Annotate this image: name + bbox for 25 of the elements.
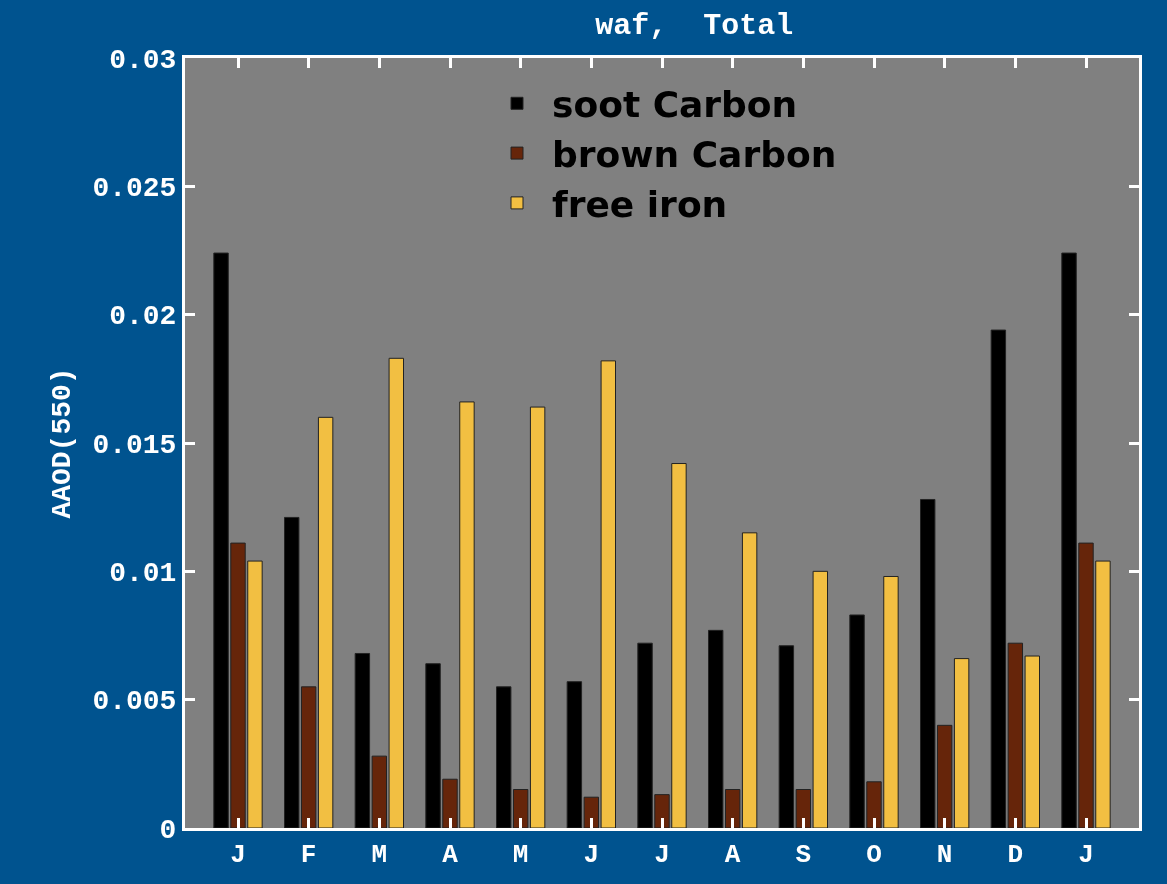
legend-label: free iron [552, 183, 728, 225]
chart-title: waf, Total [595, 9, 794, 44]
y-tick-label: 0 [159, 814, 177, 846]
x-tick-label: A [724, 840, 741, 871]
legend-label: soot Carbon [552, 84, 798, 126]
x-tick-label: M [512, 840, 529, 871]
y-tick-label: 0.015 [92, 429, 177, 461]
y-axis-title: AAOD(550) [47, 367, 79, 519]
y-tick-label: 0.025 [92, 173, 177, 205]
x-tick-label: M [371, 840, 388, 871]
x-tick-label: D [1007, 840, 1024, 871]
legend-label: brown Carbon [552, 134, 837, 176]
x-tick-label: J [230, 840, 246, 871]
x-tick-label: J [654, 840, 670, 871]
x-tick-label: O [866, 840, 882, 871]
x-tick-label: S [795, 840, 812, 871]
x-tick-label: N [936, 840, 953, 871]
x-tick-label: J [1078, 840, 1094, 871]
x-tick-label: J [583, 840, 600, 871]
x-tick-label: F [300, 840, 317, 871]
y-tick-label: 0.03 [109, 44, 177, 76]
y-tick-label: 0.02 [109, 301, 177, 333]
y-tick-label: 0.005 [92, 686, 177, 718]
y-tick-label: 0.01 [109, 558, 177, 590]
x-tick-label: A [442, 840, 459, 871]
